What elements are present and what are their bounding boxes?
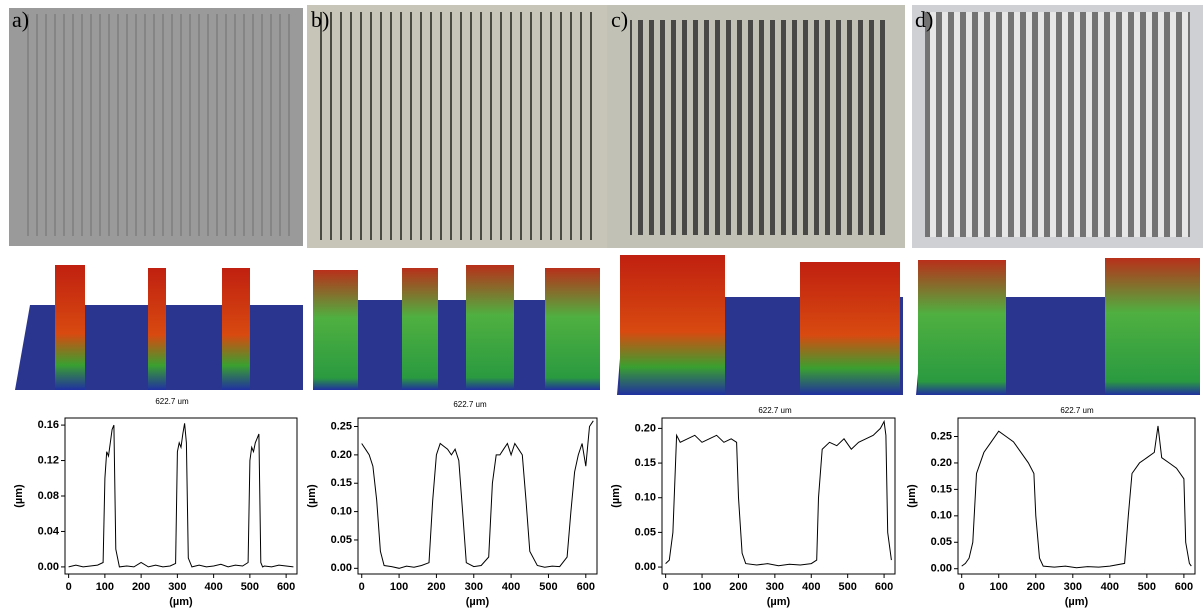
x-tick-label: 500 bbox=[241, 581, 259, 593]
x-tick-label: 100 bbox=[693, 581, 711, 593]
y-axis-label: (µm) bbox=[906, 484, 918, 508]
x-tick-label: 400 bbox=[802, 581, 820, 593]
surface-a bbox=[15, 265, 303, 390]
x-tick-label: 600 bbox=[277, 581, 295, 593]
data-line bbox=[665, 419, 892, 567]
x-tick-label: 600 bbox=[577, 581, 595, 593]
x-axis-label: (µm) bbox=[466, 596, 490, 608]
x-tick-label: 400 bbox=[502, 581, 520, 593]
data-line bbox=[361, 420, 594, 569]
y-tick-label: 0.05 bbox=[331, 534, 352, 546]
plot-frame bbox=[64, 417, 298, 575]
x-tick-label: 0 bbox=[66, 581, 72, 593]
photo-c bbox=[607, 5, 905, 248]
y-axis-label: (µm) bbox=[13, 484, 25, 508]
y-tick-label: 0.16 bbox=[38, 419, 59, 431]
x-tick-label: 300 bbox=[168, 581, 186, 593]
y-tick-label: 0.20 bbox=[635, 422, 656, 434]
plot-frame bbox=[357, 417, 598, 575]
x-tick-label: 200 bbox=[132, 581, 150, 593]
photo-a bbox=[9, 8, 303, 246]
panel-label: d) bbox=[915, 7, 933, 32]
x-tick-label: 400 bbox=[1101, 581, 1119, 593]
y-axis-label: (µm) bbox=[610, 484, 622, 508]
x-tick-label: 500 bbox=[539, 581, 557, 593]
y-tick-label: 0.25 bbox=[931, 430, 952, 442]
x-tick-label: 600 bbox=[875, 581, 893, 593]
x-tick-label: 100 bbox=[96, 581, 114, 593]
data-line bbox=[961, 425, 1192, 569]
y-tick-label: 0.20 bbox=[931, 457, 952, 469]
y-tick-label: 0.15 bbox=[635, 457, 656, 469]
x-axis-label: (µm) bbox=[1065, 596, 1089, 608]
y-tick-label: 0.04 bbox=[38, 525, 60, 537]
x-tick-label: 400 bbox=[204, 581, 222, 593]
x-tick-label: 300 bbox=[1064, 581, 1082, 593]
photo-b bbox=[307, 5, 607, 248]
y-tick-label: 0.00 bbox=[635, 561, 656, 573]
x-tick-label: 300 bbox=[465, 581, 483, 593]
y-tick-label: 0.05 bbox=[931, 536, 952, 548]
x-tick-label: 200 bbox=[1027, 581, 1045, 593]
surface-b bbox=[313, 265, 600, 390]
x-tick-label: 500 bbox=[838, 581, 856, 593]
y-tick-label: 0.20 bbox=[331, 449, 352, 461]
y-tick-label: 0.25 bbox=[331, 420, 352, 432]
y-tick-label: 0.00 bbox=[931, 563, 952, 575]
panel-label: b) bbox=[311, 7, 329, 32]
y-tick-label: 0.00 bbox=[331, 562, 352, 574]
x-axis-label: (µm) bbox=[169, 596, 193, 608]
scale-label: 622.7 um bbox=[155, 397, 189, 406]
y-tick-label: 0.15 bbox=[331, 477, 352, 489]
plot-frame bbox=[661, 417, 896, 575]
data-line bbox=[68, 423, 294, 568]
x-tick-label: 200 bbox=[729, 581, 747, 593]
scale-label: 622.7 um bbox=[453, 400, 487, 409]
x-tick-label: 0 bbox=[959, 581, 965, 593]
plot-frame bbox=[957, 417, 1196, 575]
x-tick-label: 100 bbox=[390, 581, 408, 593]
x-tick-label: 200 bbox=[427, 581, 445, 593]
scale-label: 622.7 um bbox=[758, 406, 792, 415]
y-axis-label: (µm) bbox=[306, 484, 318, 508]
y-tick-label: 0.15 bbox=[931, 483, 952, 495]
x-axis-label: (µm) bbox=[767, 596, 791, 608]
x-tick-label: 0 bbox=[663, 581, 669, 593]
y-tick-label: 0.00 bbox=[38, 561, 59, 573]
y-tick-label: 0.10 bbox=[931, 510, 952, 522]
x-tick-label: 100 bbox=[990, 581, 1008, 593]
x-tick-label: 600 bbox=[1175, 581, 1193, 593]
photo-d bbox=[912, 5, 1203, 248]
y-tick-label: 0.10 bbox=[331, 506, 352, 518]
surface-d bbox=[916, 258, 1200, 395]
y-tick-label: 0.08 bbox=[38, 490, 59, 502]
x-tick-label: 300 bbox=[766, 581, 784, 593]
x-tick-label: 0 bbox=[359, 581, 365, 593]
x-tick-label: 500 bbox=[1138, 581, 1156, 593]
panel-label: a) bbox=[12, 7, 29, 32]
surface-c bbox=[617, 255, 903, 395]
scale-label: 622.7 um bbox=[1060, 406, 1094, 415]
y-tick-label: 0.12 bbox=[38, 454, 59, 466]
panel-label: c) bbox=[611, 7, 628, 32]
y-tick-label: 0.10 bbox=[635, 492, 656, 504]
y-tick-label: 0.05 bbox=[635, 526, 656, 538]
